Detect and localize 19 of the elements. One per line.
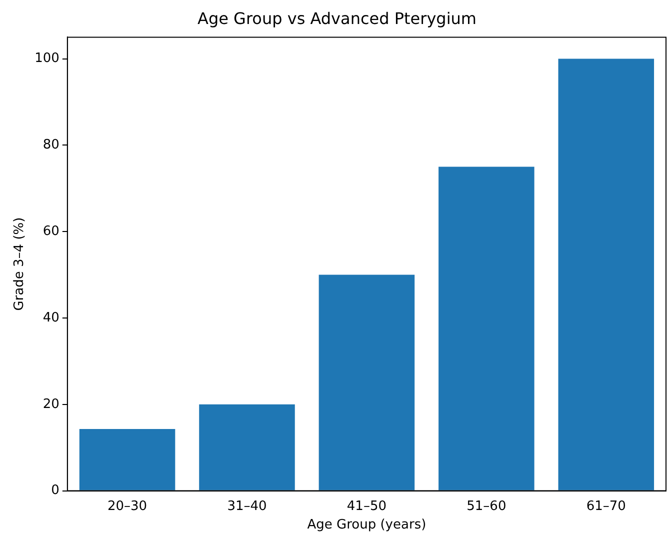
- x-tick-label: 20–30: [107, 498, 148, 514]
- bar: [558, 58, 654, 490]
- bar: [318, 274, 415, 490]
- y-axis-title: Grade 3–4 (%): [12, 217, 28, 311]
- x-tick-label: 41–50: [346, 498, 387, 514]
- y-tick-label: 40: [42, 310, 60, 326]
- bar: [199, 404, 295, 490]
- y-tick-label: 80: [42, 138, 60, 153]
- bar: [79, 429, 176, 490]
- y-tick-label: 100: [34, 51, 60, 66]
- y-tick-label: 0: [51, 483, 60, 498]
- y-tick-label: 20: [42, 396, 60, 412]
- y-tick-label: 60: [42, 224, 60, 239]
- bar: [438, 166, 534, 490]
- x-tick-label: 51–60: [466, 498, 506, 514]
- chart-title: Age Group vs Advanced Pterygium: [198, 8, 476, 28]
- x-tick-label: 31–40: [227, 498, 267, 514]
- x-axis-title: Age Group (years): [307, 518, 426, 533]
- x-tick-label: 61–70: [586, 498, 626, 514]
